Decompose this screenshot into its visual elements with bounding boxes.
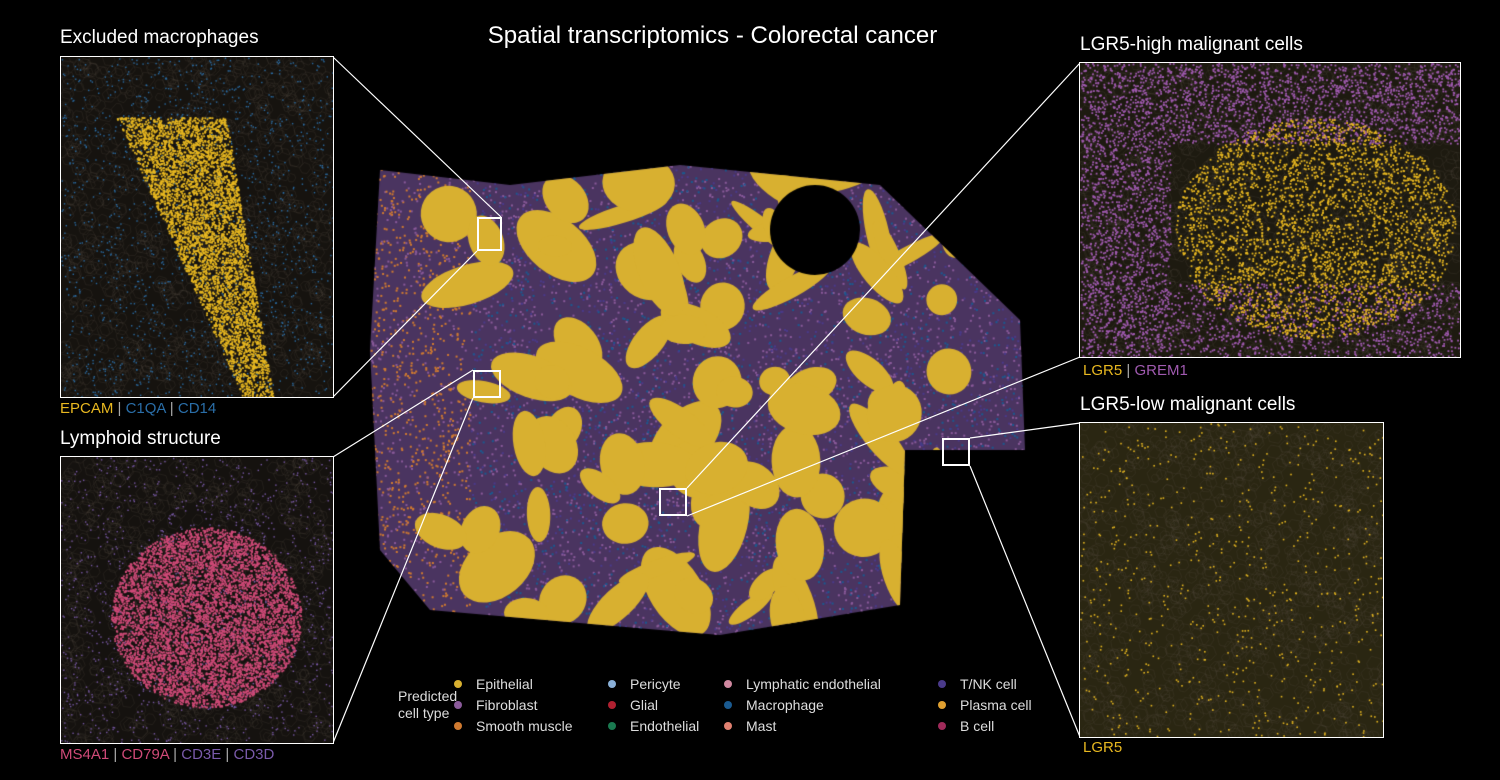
legend-dot <box>608 701 616 709</box>
legend-item-endothelial: Endothelial <box>608 718 699 734</box>
legend-dot <box>454 722 462 730</box>
marker-lgr5-low: LGR5 <box>1083 739 1123 756</box>
legend-dot <box>938 680 946 688</box>
roi-excluded-macrophages[interactable] <box>477 217 502 251</box>
legend-item-b-cell: B cell <box>938 718 994 734</box>
roi-lgr5-high[interactable] <box>659 488 687 516</box>
legend-label: Lymphatic endothelial <box>746 676 881 692</box>
legend-dot <box>608 722 616 730</box>
legend-label: Macrophage <box>746 697 824 713</box>
legend-item-epithelial: Epithelial <box>454 676 533 692</box>
marker-c1qa: C1QA <box>125 400 166 417</box>
legend-item-smooth-muscle: Smooth muscle <box>454 718 572 734</box>
legend-label: Mast <box>746 718 777 734</box>
legend-label: Pericyte <box>630 676 681 692</box>
panel-title-excluded-macrophages: Excluded macrophages <box>60 27 259 48</box>
legend-item-glial: Glial <box>608 697 658 713</box>
marker-cd14: CD14 <box>177 400 217 417</box>
legend-dot <box>724 722 732 730</box>
panel-title-lymphoid-structure: Lymphoid structure <box>60 428 221 449</box>
markers-lgr5-high: LGR5 | GREM1 <box>1083 362 1188 379</box>
legend-label: T/NK cell <box>960 676 1017 692</box>
legend-dot <box>724 680 732 688</box>
legend-dot <box>938 722 946 730</box>
legend-item-plasma-cell: Plasma cell <box>938 697 1032 713</box>
marker-cd3d: CD3D <box>233 746 275 763</box>
marker-ms4a1: MS4A1 <box>60 746 110 763</box>
roi-lymphoid-structure[interactable] <box>473 370 501 398</box>
legend-item-fibroblast: Fibroblast <box>454 697 537 713</box>
markers-lgr5-low: LGR5 <box>1083 739 1122 756</box>
legend-item-macrophage: Macrophage <box>724 697 824 713</box>
legend-title: Predicted cell type <box>398 688 458 721</box>
legend-label: Glial <box>630 697 659 713</box>
tissue-section-image <box>360 150 1040 660</box>
marker-lgr5: LGR5 <box>1083 362 1123 379</box>
legend-label: Endothelial <box>630 718 700 734</box>
panel-lgr5-high <box>1079 62 1461 358</box>
legend-label: Epithelial <box>476 676 533 692</box>
legend-dot <box>454 701 462 709</box>
legend-label: Smooth muscle <box>476 718 573 734</box>
legend-dot <box>724 701 732 709</box>
marker-cd79a: CD79A <box>121 746 169 763</box>
panel-lymphoid-structure <box>60 456 334 744</box>
legend-dot <box>608 680 616 688</box>
legend-dot <box>454 680 462 688</box>
panel-lgr5-low <box>1079 422 1384 738</box>
marker-grem1: GREM1 <box>1134 362 1188 379</box>
panel-title-lgr5-high: LGR5-high malignant cells <box>1080 34 1303 55</box>
legend-dot <box>938 701 946 709</box>
legend-label: Fibroblast <box>476 697 538 713</box>
markers-lymphoid-structure: MS4A1 | CD79A | CD3E | CD3D <box>60 746 275 763</box>
panel-excluded-macrophages <box>60 56 334 398</box>
legend-label: Plasma cell <box>960 697 1032 713</box>
marker-cd3e: CD3E <box>181 746 222 763</box>
panel-title-lgr5-low: LGR5-low malignant cells <box>1080 394 1296 415</box>
figure-title: Spatial transcriptomics - Colorectal can… <box>487 22 938 49</box>
legend-item-lymphatic-endothelial: Lymphatic endothelial <box>724 676 881 692</box>
marker-epcam: EPCAM <box>60 400 114 417</box>
markers-excluded-macrophages: EPCAM | C1QA | CD14 <box>60 400 217 417</box>
legend-label: B cell <box>960 718 995 734</box>
roi-lgr5-low[interactable] <box>942 438 970 466</box>
legend-item-pericyte: Pericyte <box>608 676 681 692</box>
legend-item-t-nk-cell: T/NK cell <box>938 676 1017 692</box>
legend-item-mast: Mast <box>724 718 776 734</box>
